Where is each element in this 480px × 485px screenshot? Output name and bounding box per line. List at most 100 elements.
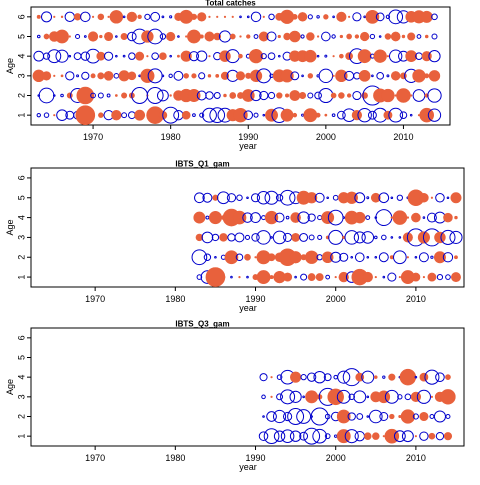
- residual-bubble-negative: [68, 54, 72, 58]
- residual-bubble-positive: [382, 435, 385, 438]
- residual-bubble-negative: [300, 374, 307, 381]
- residual-bubble-negative: [316, 54, 320, 58]
- residual-bubble-negative: [440, 229, 456, 245]
- residual-bubble-positive: [269, 275, 274, 280]
- residual-bubble-positive: [390, 31, 401, 42]
- residual-bubble-positive: [424, 34, 429, 39]
- residual-bubble-negative: [299, 232, 309, 242]
- residual-bubble-positive: [454, 215, 458, 220]
- residual-bubble-negative: [324, 433, 331, 440]
- residual-bubble-negative: [367, 110, 377, 120]
- residual-bubble-negative: [36, 34, 41, 39]
- residual-bubble-positive: [303, 108, 318, 123]
- residual-bubble-negative: [300, 273, 308, 281]
- residual-bubble-negative: [442, 252, 454, 263]
- residual-bubble-negative: [42, 52, 51, 60]
- x-axis-label: year: [239, 141, 257, 151]
- residual-bubble-positive: [60, 74, 64, 78]
- residual-bubble-negative: [211, 233, 220, 242]
- residual-bubble-positive: [114, 94, 118, 97]
- residual-bubble-negative: [273, 430, 286, 442]
- residual-bubble-negative: [297, 211, 310, 224]
- residual-bubble-negative: [316, 15, 320, 19]
- residual-bubble-negative: [303, 427, 321, 445]
- residual-bubble-positive: [434, 231, 446, 244]
- residual-bubble-positive: [68, 35, 71, 38]
- plot-frame: [30, 167, 465, 288]
- residual-bubble-positive: [454, 255, 458, 260]
- residual-bubble-positive: [345, 191, 358, 204]
- y-tick-label: 1: [16, 434, 26, 439]
- residual-bubble-positive: [306, 32, 315, 41]
- residual-bubble-positive: [305, 390, 319, 404]
- residual-bubble-positive: [362, 271, 373, 283]
- residual-bubble-negative: [289, 430, 302, 442]
- x-tick-label: 1990: [238, 132, 258, 142]
- residual-bubble-positive: [419, 411, 429, 422]
- residual-bubble-negative: [256, 191, 271, 205]
- residual-bubble-positive: [187, 88, 201, 103]
- residual-bubble-positive: [419, 107, 434, 123]
- residual-bubble-positive: [400, 409, 416, 424]
- residual-bubble-positive: [283, 272, 293, 282]
- residual-bubble-negative: [371, 74, 374, 78]
- x-tick-label: 2010: [406, 453, 426, 463]
- residual-bubble-negative: [227, 233, 236, 242]
- residual-bubble-negative: [301, 74, 304, 78]
- residual-bubble-negative: [344, 230, 360, 245]
- residual-bubble-positive: [180, 50, 192, 62]
- residual-bubble-positive: [430, 395, 434, 398]
- residual-bubble-negative: [428, 50, 441, 63]
- residual-bubble-negative: [435, 432, 445, 441]
- residual-bubble-negative: [352, 90, 362, 101]
- residual-bubble-positive: [412, 69, 426, 83]
- residual-bubble-positive: [330, 92, 337, 99]
- residual-bubble-negative: [267, 52, 276, 61]
- residual-bubble-positive: [411, 272, 421, 282]
- residual-bubble-negative: [414, 375, 418, 379]
- y-tick-label: 2: [16, 93, 26, 98]
- residual-bubble-negative: [218, 30, 232, 43]
- residual-bubble-negative: [307, 213, 316, 222]
- residual-bubble-positive: [291, 14, 298, 20]
- residual-bubble-positive: [219, 233, 228, 242]
- x-tick-label: 1970: [85, 294, 105, 304]
- residual-bubble-positive: [388, 373, 396, 381]
- residual-bubble-negative: [416, 389, 431, 404]
- residual-bubble-negative: [328, 229, 344, 245]
- residual-bubble-positive: [407, 32, 416, 41]
- residual-bubble-negative: [337, 370, 351, 384]
- residual-bubble-positive: [443, 432, 453, 441]
- residual-bubble-negative: [250, 212, 261, 224]
- residual-bubble-negative: [396, 194, 404, 201]
- residual-bubble-positive: [400, 72, 407, 80]
- residual-bubble-positive: [401, 34, 406, 39]
- x-tick-label: 2000: [326, 453, 346, 463]
- residual-bubble-negative: [356, 413, 364, 420]
- residual-bubble-positive: [238, 53, 243, 59]
- residual-bubble-negative: [399, 111, 408, 119]
- residual-bubble-positive: [451, 272, 461, 283]
- residual-bubble-negative: [449, 230, 463, 244]
- residual-bubble-negative: [76, 74, 80, 78]
- residual-bubble-positive: [159, 52, 167, 61]
- residual-bubble-negative: [243, 110, 254, 120]
- residual-bubble-negative: [390, 196, 394, 200]
- residual-bubble-positive: [419, 372, 429, 382]
- x-axis-label: year: [239, 303, 257, 313]
- residual-bubble-negative: [445, 413, 451, 420]
- residual-bubble-negative: [353, 231, 366, 244]
- residual-bubble-negative: [412, 89, 426, 102]
- residual-bubble-negative: [375, 209, 393, 227]
- residual-bubble-positive: [297, 12, 308, 22]
- residual-bubble-positive: [299, 91, 307, 100]
- residual-bubble-negative: [259, 90, 269, 101]
- residual-bubble-positive: [75, 105, 96, 125]
- residual-bubble-negative: [244, 234, 251, 240]
- residual-bubble-positive: [109, 10, 124, 24]
- residual-bubble-negative: [285, 215, 290, 220]
- residual-bubble-negative: [431, 13, 438, 21]
- residual-bubble-positive: [193, 211, 206, 224]
- residual-bubble-negative: [344, 429, 359, 444]
- residual-bubble-negative: [333, 374, 338, 380]
